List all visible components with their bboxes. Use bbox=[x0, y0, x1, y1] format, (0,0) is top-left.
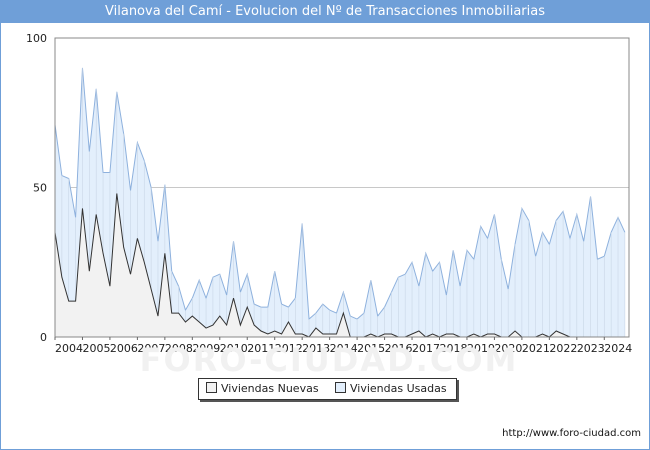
series-line-usadas bbox=[54, 67, 626, 321]
chart-legend: Viviendas Nuevas Viviendas Usadas bbox=[198, 378, 457, 400]
x-tick-label: 2007 bbox=[137, 342, 165, 355]
x-tick-label: 2010 bbox=[220, 342, 248, 355]
plot-border bbox=[54, 37, 630, 338]
x-tick-label: 2016 bbox=[385, 342, 413, 355]
x-tick-label: 2005 bbox=[82, 342, 110, 355]
x-tick-label: 2011 bbox=[247, 342, 275, 355]
x-tick-label: 2021 bbox=[522, 342, 550, 355]
x-tick-label: 2015 bbox=[357, 342, 385, 355]
x-tick-label: 2008 bbox=[165, 342, 193, 355]
y-tick-label: 0 bbox=[40, 331, 47, 344]
x-tick-label: 2006 bbox=[110, 342, 138, 355]
legend-label-nuevas: Viviendas Nuevas bbox=[221, 382, 319, 395]
x-tick-label: 2012 bbox=[275, 342, 303, 355]
x-tick-label: 2018 bbox=[439, 342, 467, 355]
x-tick-label: 2004 bbox=[55, 342, 83, 355]
y-tick-label: 100 bbox=[26, 32, 47, 45]
x-tick-label: 2013 bbox=[302, 342, 330, 355]
legend-swatch-usadas bbox=[335, 382, 346, 393]
legend-swatch-nuevas bbox=[206, 382, 217, 393]
x-tick-label: 2019 bbox=[467, 342, 495, 355]
watermark-text: FORO-CIUDAD.COM bbox=[139, 341, 519, 379]
y-tick-label: 50 bbox=[33, 182, 47, 195]
x-tick-label: 2014 bbox=[330, 342, 358, 355]
chart-title: Vilanova del Camí - Evolucion del Nº de … bbox=[1, 1, 649, 23]
x-tick-label: 2024 bbox=[604, 342, 632, 355]
x-tick-label: 2017 bbox=[412, 342, 440, 355]
legend-label-usadas: Viviendas Usadas bbox=[350, 382, 447, 395]
x-tick-label: 2009 bbox=[192, 342, 220, 355]
series-area-nuevas bbox=[55, 193, 625, 337]
series-area-usadas bbox=[55, 67, 625, 338]
x-tick-label: 2022 bbox=[549, 342, 577, 355]
source-url: http://www.foro-ciudad.com bbox=[502, 428, 641, 439]
x-tick-label: 2023 bbox=[577, 342, 605, 355]
x-tick-label: 2020 bbox=[494, 342, 522, 355]
